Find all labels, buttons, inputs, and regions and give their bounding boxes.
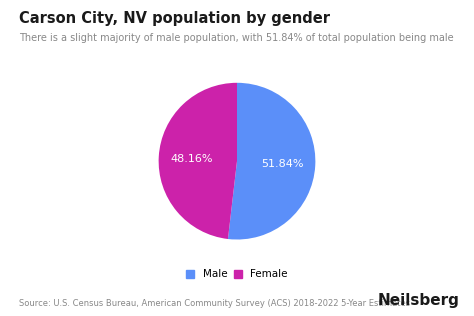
Wedge shape [228,83,315,240]
Text: Carson City, NV population by gender: Carson City, NV population by gender [19,11,330,26]
Text: There is a slight majority of male population, with 51.84% of total population b: There is a slight majority of male popul… [19,33,454,43]
Text: Neilsberg: Neilsberg [378,293,460,308]
Text: Source: U.S. Census Bureau, American Community Survey (ACS) 2018-2022 5-Year Est: Source: U.S. Census Bureau, American Com… [19,299,410,308]
Wedge shape [159,83,237,239]
Legend: Male, Female: Male, Female [186,269,288,279]
Text: 51.84%: 51.84% [261,159,304,169]
Text: 48.16%: 48.16% [170,154,213,164]
